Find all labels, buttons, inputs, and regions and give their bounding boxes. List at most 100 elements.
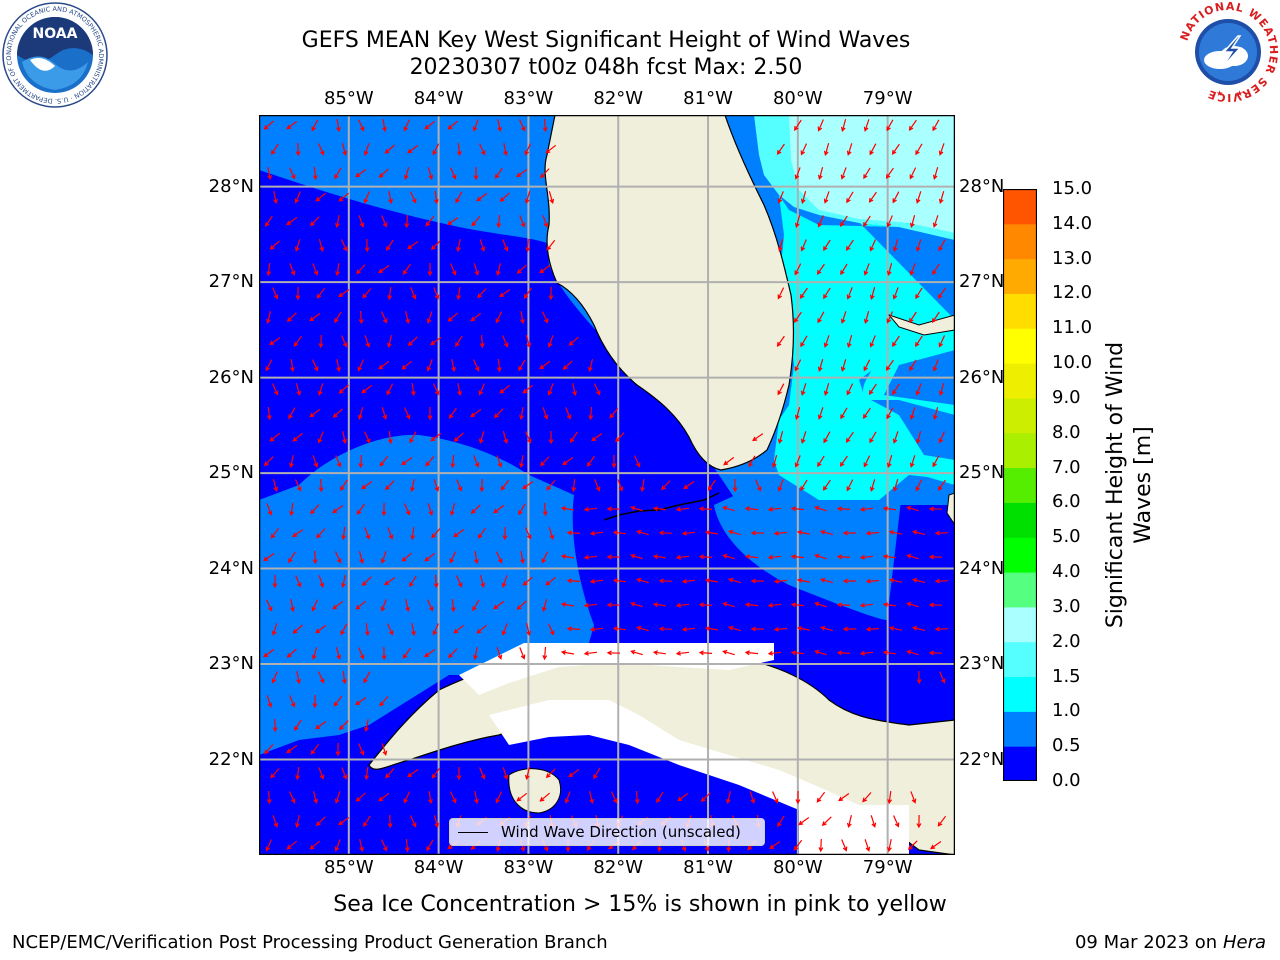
wind-wave-arrow (263, 456, 274, 467)
wind-wave-arrow (295, 814, 300, 829)
wind-wave-arrow (777, 191, 784, 204)
wind-wave-arrow (449, 791, 457, 804)
wind-wave-arrow (640, 478, 645, 493)
wind-wave-arrow (501, 575, 508, 588)
wind-wave-arrow (289, 263, 296, 276)
wind-wave-arrow (822, 479, 831, 491)
wind-wave-arrow (698, 650, 713, 656)
wind-wave-arrow (405, 598, 410, 613)
wind-wave-arrow (636, 577, 649, 584)
wind-wave-map (259, 115, 955, 855)
wind-wave-arrow (911, 625, 925, 632)
wind-wave-arrow (928, 554, 943, 560)
wind-wave-arrow (387, 286, 393, 301)
wind-wave-arrow (915, 479, 923, 492)
wind-wave-arrow (409, 815, 417, 828)
wind-wave-arrow (318, 575, 325, 588)
colorbar-label-line1: Significant Height of Wind (1103, 341, 1128, 629)
wind-wave-arrow (410, 478, 415, 493)
wind-wave-arrow (542, 407, 549, 420)
lat-tick-label-left: 24°N (208, 557, 254, 579)
wind-wave-arrow (430, 337, 442, 346)
colorbar-tick-label: 0.5 (1052, 735, 1081, 757)
wind-wave-arrow (386, 623, 394, 636)
lon-tick-label-top: 85°W (323, 88, 374, 109)
wind-wave-arrow (378, 360, 390, 370)
wind-wave-arrow (586, 455, 595, 467)
wind-wave-arrow (497, 119, 502, 133)
wind-wave-arrow (494, 408, 504, 419)
wind-wave-arrow (846, 191, 854, 204)
wind-wave-arrow (522, 481, 534, 490)
wind-wave-arrow (407, 336, 418, 347)
colorbar-segment (1003, 189, 1037, 225)
wind-wave-arrow (794, 407, 801, 421)
wind-wave-arrow (727, 577, 741, 584)
wind-wave-arrow (892, 335, 900, 348)
wind-wave-arrow (767, 506, 782, 512)
wind-wave-arrow (938, 383, 945, 397)
wind-wave-arrow (379, 455, 389, 467)
wind-wave-arrow (652, 650, 666, 656)
wind-wave-arrow (675, 554, 690, 560)
wind-wave-arrow (447, 312, 458, 322)
wind-wave-arrow (862, 792, 872, 803)
wind-wave-arrow (771, 455, 778, 469)
wind-wave-arrow (425, 456, 435, 467)
wind-wave-arrow (496, 647, 503, 660)
wind-wave-arrow (427, 503, 434, 516)
wind-wave-arrow (588, 406, 594, 421)
wind-wave-arrow (334, 311, 342, 324)
wind-wave-arrow (630, 505, 643, 512)
wind-wave-arrow (409, 575, 417, 588)
wind-wave-arrow (450, 263, 457, 276)
wind-wave-arrow (310, 743, 319, 755)
wind-wave-arrow (361, 576, 372, 587)
wind-wave-arrow (840, 215, 848, 228)
wind-wave-arrow (470, 312, 482, 322)
lon-tick-label-bottom: 84°W (413, 857, 464, 878)
wind-wave-arrow (773, 578, 788, 584)
wind-wave-arrow (404, 407, 411, 420)
wind-wave-arrow (387, 430, 393, 445)
wind-wave-arrow (790, 602, 805, 608)
wind-wave-arrow (363, 815, 371, 828)
lat-tick-label-left: 25°N (208, 462, 254, 484)
wind-wave-arrow (568, 769, 580, 778)
wind-wave-arrow (379, 696, 389, 707)
wind-wave-arrow (704, 578, 718, 583)
wind-wave-arrow (271, 671, 278, 684)
colorbar-segment (1003, 502, 1037, 538)
wind-wave-arrow (937, 479, 946, 491)
wind-wave-arrow (384, 480, 395, 491)
wind-wave-arrow (767, 602, 782, 608)
colorbar-tick-label: 10.0 (1052, 352, 1093, 374)
wind-wave-arrow (447, 217, 459, 226)
wind-wave-arrow (380, 599, 387, 612)
wind-wave-arrow (477, 288, 487, 299)
wind-wave-arrow (405, 311, 411, 324)
wind-wave-arrow (340, 623, 348, 636)
wind-wave-arrow (906, 553, 919, 560)
wind-wave-arrow (364, 767, 370, 781)
wind-wave-arrow (426, 839, 434, 852)
wind-wave-arrow (427, 167, 434, 181)
wind-wave-arrow (478, 431, 485, 445)
colorbar-tick-label: 1.0 (1052, 700, 1081, 722)
lon-tick-label-top: 80°W (772, 88, 823, 109)
wind-wave-arrow (612, 530, 627, 536)
wind-wave-arrow (289, 503, 294, 517)
wind-wave-arrow (286, 648, 297, 658)
wind-wave-arrow (433, 574, 439, 589)
wind-wave-arrow (270, 768, 280, 779)
footer-credit: NCEP/EMC/Verification Post Processing Pr… (12, 932, 608, 953)
wind-wave-arrow (776, 335, 785, 347)
wind-wave-arrow (342, 430, 347, 445)
wind-wave-arrow (823, 431, 831, 444)
wind-wave-arrow (800, 143, 808, 156)
ocean-band-2.0-3.0 (789, 115, 955, 233)
wind-wave-arrow (474, 790, 479, 805)
wind-wave-arrow (333, 695, 343, 707)
noaa-logo: NATIONAL OCEANIC AND ATMOSPHERIC ADMINIS… (0, 0, 108, 108)
wind-wave-arrow (840, 263, 848, 276)
